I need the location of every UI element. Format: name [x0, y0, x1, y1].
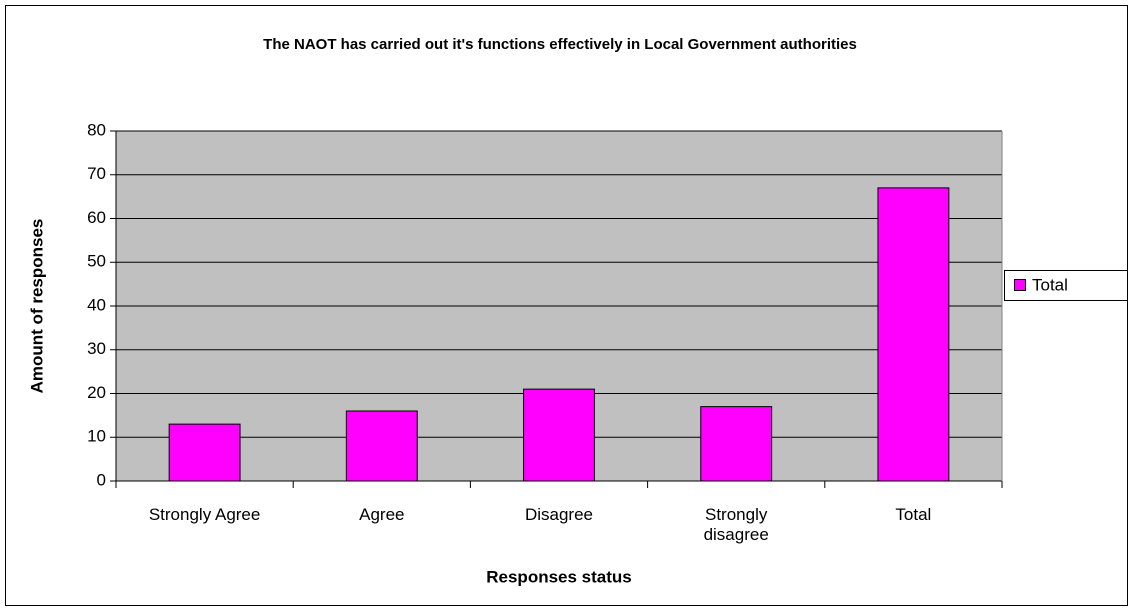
- chart-title: The NAOT has carried out it's functions …: [263, 36, 857, 53]
- y-axis-label: Amount of responses: [27, 219, 46, 394]
- y-tick-label: 50: [87, 252, 106, 271]
- y-tick-label: 80: [87, 120, 106, 139]
- x-tick-label: Total: [895, 505, 932, 524]
- y-tick-label: 70: [87, 164, 106, 183]
- y-tick-label: 0: [97, 470, 106, 489]
- x-tick-label: Strongly Agree: [148, 505, 261, 524]
- y-tick-label: 40: [87, 295, 106, 314]
- x-tick-label: Strongly disagree: [703, 505, 769, 544]
- legend-swatch: [1014, 279, 1026, 291]
- y-tick-label: 10: [87, 427, 106, 446]
- y-tick-label: 30: [87, 339, 106, 358]
- legend-label: Total: [1032, 275, 1068, 294]
- x-tick-label: Agree: [359, 505, 405, 524]
- bar: [523, 388, 595, 482]
- x-tick-label: Disagree: [524, 505, 594, 524]
- y-tick-label: 60: [87, 208, 106, 227]
- x-axis-label: Responses status: [486, 567, 632, 586]
- bar: [877, 187, 950, 482]
- bar: [168, 423, 241, 482]
- bar: [345, 410, 418, 482]
- y-tick-label: 20: [87, 383, 106, 402]
- bar: [700, 406, 773, 482]
